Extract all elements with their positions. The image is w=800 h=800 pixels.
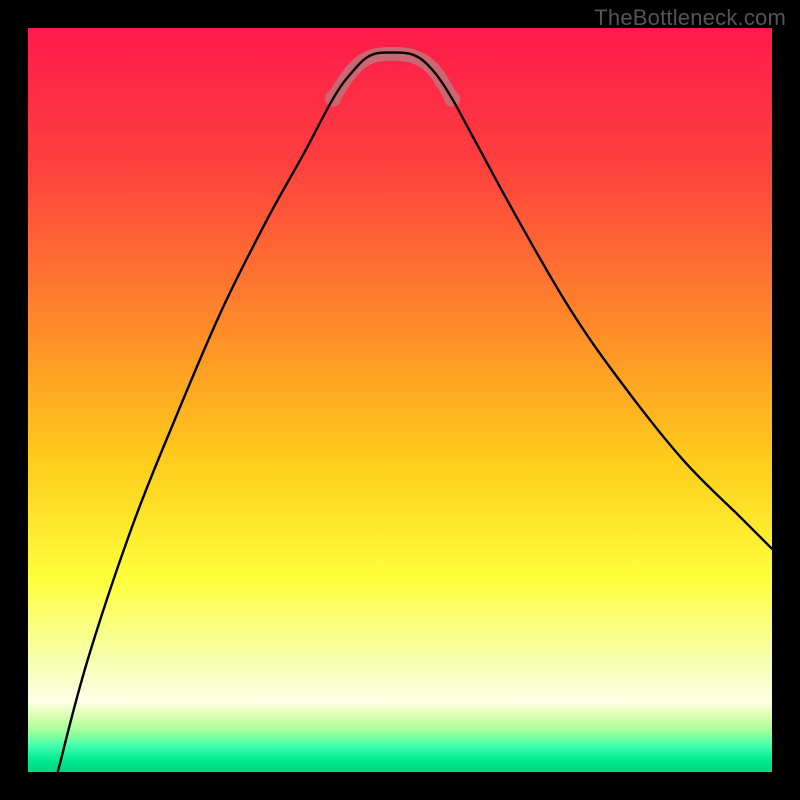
watermark-text: TheBottleneck.com (594, 5, 786, 31)
chart-stage: TheBottleneck.com (0, 0, 800, 800)
bottleneck-curve-chart (0, 0, 800, 800)
